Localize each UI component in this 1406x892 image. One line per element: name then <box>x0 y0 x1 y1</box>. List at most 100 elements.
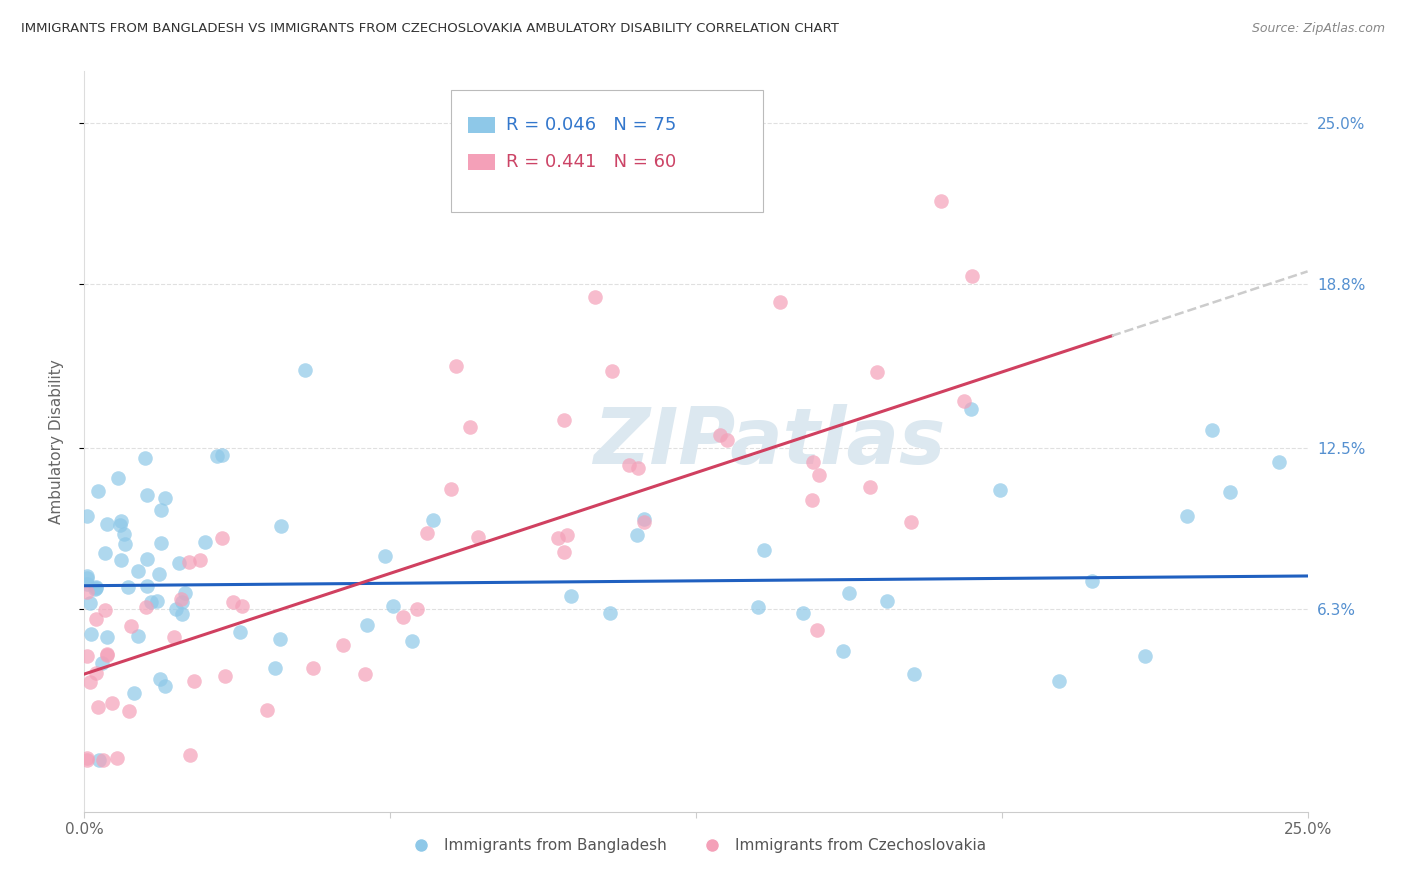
Point <box>953 393 976 408</box>
Point <box>183 674 205 689</box>
Point <box>803 454 825 468</box>
Point <box>865 366 887 380</box>
Point <box>79 675 101 690</box>
Point <box>170 607 193 622</box>
Point <box>401 634 423 648</box>
Point <box>87 753 110 767</box>
Point <box>80 627 103 641</box>
Point <box>79 596 101 610</box>
Point <box>76 649 98 664</box>
Point <box>1133 649 1156 664</box>
Point <box>173 586 195 600</box>
Point <box>205 449 228 463</box>
Point <box>832 644 855 658</box>
Point <box>101 696 124 710</box>
Point <box>859 480 882 494</box>
Point <box>633 515 655 529</box>
Point <box>190 553 212 567</box>
Point <box>170 595 193 609</box>
Point <box>354 667 377 681</box>
Point <box>211 532 233 546</box>
Point <box>560 589 582 603</box>
Point <box>422 514 444 528</box>
Point <box>806 624 828 638</box>
Point <box>118 704 141 718</box>
Point <box>122 685 145 699</box>
Point <box>105 751 128 765</box>
Point <box>165 602 187 616</box>
Point <box>96 648 118 662</box>
Point <box>76 753 98 767</box>
Point <box>150 536 173 550</box>
Point <box>76 750 98 764</box>
Point <box>374 549 396 563</box>
Point <box>960 268 983 283</box>
Point <box>1201 423 1223 437</box>
Point <box>415 526 437 541</box>
Point <box>547 531 569 545</box>
Point <box>356 618 378 632</box>
Point <box>155 679 177 693</box>
Point <box>553 545 575 559</box>
Point <box>110 553 132 567</box>
Point <box>270 519 292 533</box>
Point <box>405 602 427 616</box>
Point <box>808 467 831 482</box>
Point <box>294 363 316 377</box>
Point <box>112 526 135 541</box>
Point <box>114 537 136 551</box>
Point <box>135 487 157 501</box>
Point <box>792 606 814 620</box>
Point <box>617 458 640 472</box>
Point <box>583 290 606 304</box>
Point <box>599 606 621 620</box>
Text: R = 0.441   N = 60: R = 0.441 N = 60 <box>506 153 676 170</box>
Point <box>91 753 114 767</box>
Point <box>127 564 149 578</box>
Y-axis label: Ambulatory Disability: Ambulatory Disability <box>49 359 63 524</box>
Point <box>107 470 129 484</box>
Point <box>769 294 792 309</box>
Point <box>600 364 623 378</box>
Point <box>269 632 291 646</box>
Point <box>988 483 1011 497</box>
Point <box>149 673 172 687</box>
Point <box>149 502 172 516</box>
FancyBboxPatch shape <box>468 117 495 133</box>
Point <box>214 668 236 682</box>
Point <box>211 448 233 462</box>
Point <box>929 194 952 209</box>
Point <box>84 580 107 594</box>
Point <box>444 359 467 374</box>
Point <box>1047 673 1070 688</box>
Point <box>900 515 922 529</box>
Point <box>876 594 898 608</box>
Point <box>127 629 149 643</box>
Text: ZIPatlas: ZIPatlas <box>593 403 945 480</box>
Point <box>76 509 98 524</box>
Point <box>709 428 731 442</box>
Point <box>110 515 132 529</box>
Point <box>163 630 186 644</box>
Point <box>264 661 287 675</box>
Point <box>94 603 117 617</box>
FancyBboxPatch shape <box>468 153 495 169</box>
Point <box>754 542 776 557</box>
Point <box>148 567 170 582</box>
Point <box>94 546 117 560</box>
Point <box>302 661 325 675</box>
Point <box>231 599 253 613</box>
Point <box>120 618 142 632</box>
Point <box>179 748 201 763</box>
Point <box>837 585 859 599</box>
Text: Source: ZipAtlas.com: Source: ZipAtlas.com <box>1251 22 1385 36</box>
Point <box>391 609 413 624</box>
Point <box>801 493 824 508</box>
Point <box>96 517 118 532</box>
Point <box>146 594 169 608</box>
Point <box>229 625 252 640</box>
Point <box>1081 574 1104 588</box>
Point <box>1268 454 1291 468</box>
Point <box>91 656 114 670</box>
Point <box>155 491 177 506</box>
